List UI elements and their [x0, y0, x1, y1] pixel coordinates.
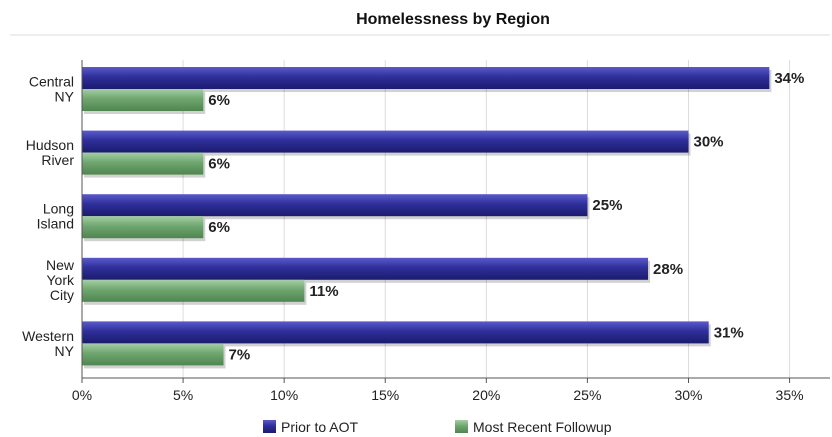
data-label: 25% [592, 197, 622, 214]
category-label: City [50, 287, 74, 303]
x-tick-label: 5% [173, 387, 193, 403]
category-label: York [46, 272, 75, 288]
category-label: New [46, 257, 75, 273]
x-tick-label: 0% [72, 387, 92, 403]
legend-label-most-recent-followup: Most Recent Followup [473, 419, 612, 435]
x-tick-label: 30% [674, 387, 702, 403]
bar-prior-to-aot [82, 67, 770, 89]
data-label: 31% [714, 324, 744, 341]
x-tick-label: 10% [270, 387, 298, 403]
data-label: 6% [208, 92, 230, 109]
x-tick-label: 25% [573, 387, 601, 403]
bars-group [82, 67, 772, 369]
bar-most-recent-followup [82, 279, 305, 302]
category-label: Island [37, 216, 74, 232]
bar-most-recent-followup [82, 89, 204, 111]
legend: Prior to AOT Most Recent Followup [263, 419, 612, 435]
category-label: River [41, 152, 74, 168]
data-label: 6% [208, 156, 230, 173]
category-label: Hudson [26, 137, 74, 153]
data-label: 6% [208, 219, 230, 236]
data-labels-group: 34% 6% 30% 6% 25% 6% 28% 11% 31% 7% [208, 70, 804, 363]
x-tick-label: 15% [371, 387, 399, 403]
category-label: Central [29, 74, 74, 90]
x-axis-ticks-group: 0% 5% 10% 15% 20% 25% 30% 35% [72, 378, 804, 403]
bar-most-recent-followup [82, 152, 204, 175]
data-label: 34% [774, 70, 804, 87]
bar-most-recent-followup [82, 216, 204, 239]
data-label: 28% [653, 261, 683, 278]
category-label: Western [22, 328, 74, 344]
bar-prior-to-aot [82, 321, 709, 344]
data-label: 7% [229, 346, 251, 363]
bar-prior-to-aot [82, 194, 588, 217]
legend-swatch-most-recent-followup [455, 420, 468, 433]
legend-label-prior-to-aot: Prior to AOT [281, 419, 358, 435]
bar-most-recent-followup [82, 343, 224, 366]
data-label: 11% [309, 283, 338, 300]
category-label: NY [55, 89, 75, 105]
x-tick-label: 35% [776, 387, 804, 403]
gridlines [182, 60, 791, 378]
legend-swatch-prior-to-aot [263, 420, 276, 433]
data-label: 30% [693, 134, 723, 151]
bar-prior-to-aot [82, 130, 689, 153]
chart-title: Homelessness by Region [356, 11, 550, 28]
bar-prior-to-aot [82, 257, 649, 280]
category-label: NY [55, 343, 75, 359]
category-labels-group: CentralNYHudsonRiverLongIslandNewYorkCit… [22, 74, 75, 359]
x-tick-label: 20% [472, 387, 500, 403]
category-label: Long [43, 201, 74, 217]
